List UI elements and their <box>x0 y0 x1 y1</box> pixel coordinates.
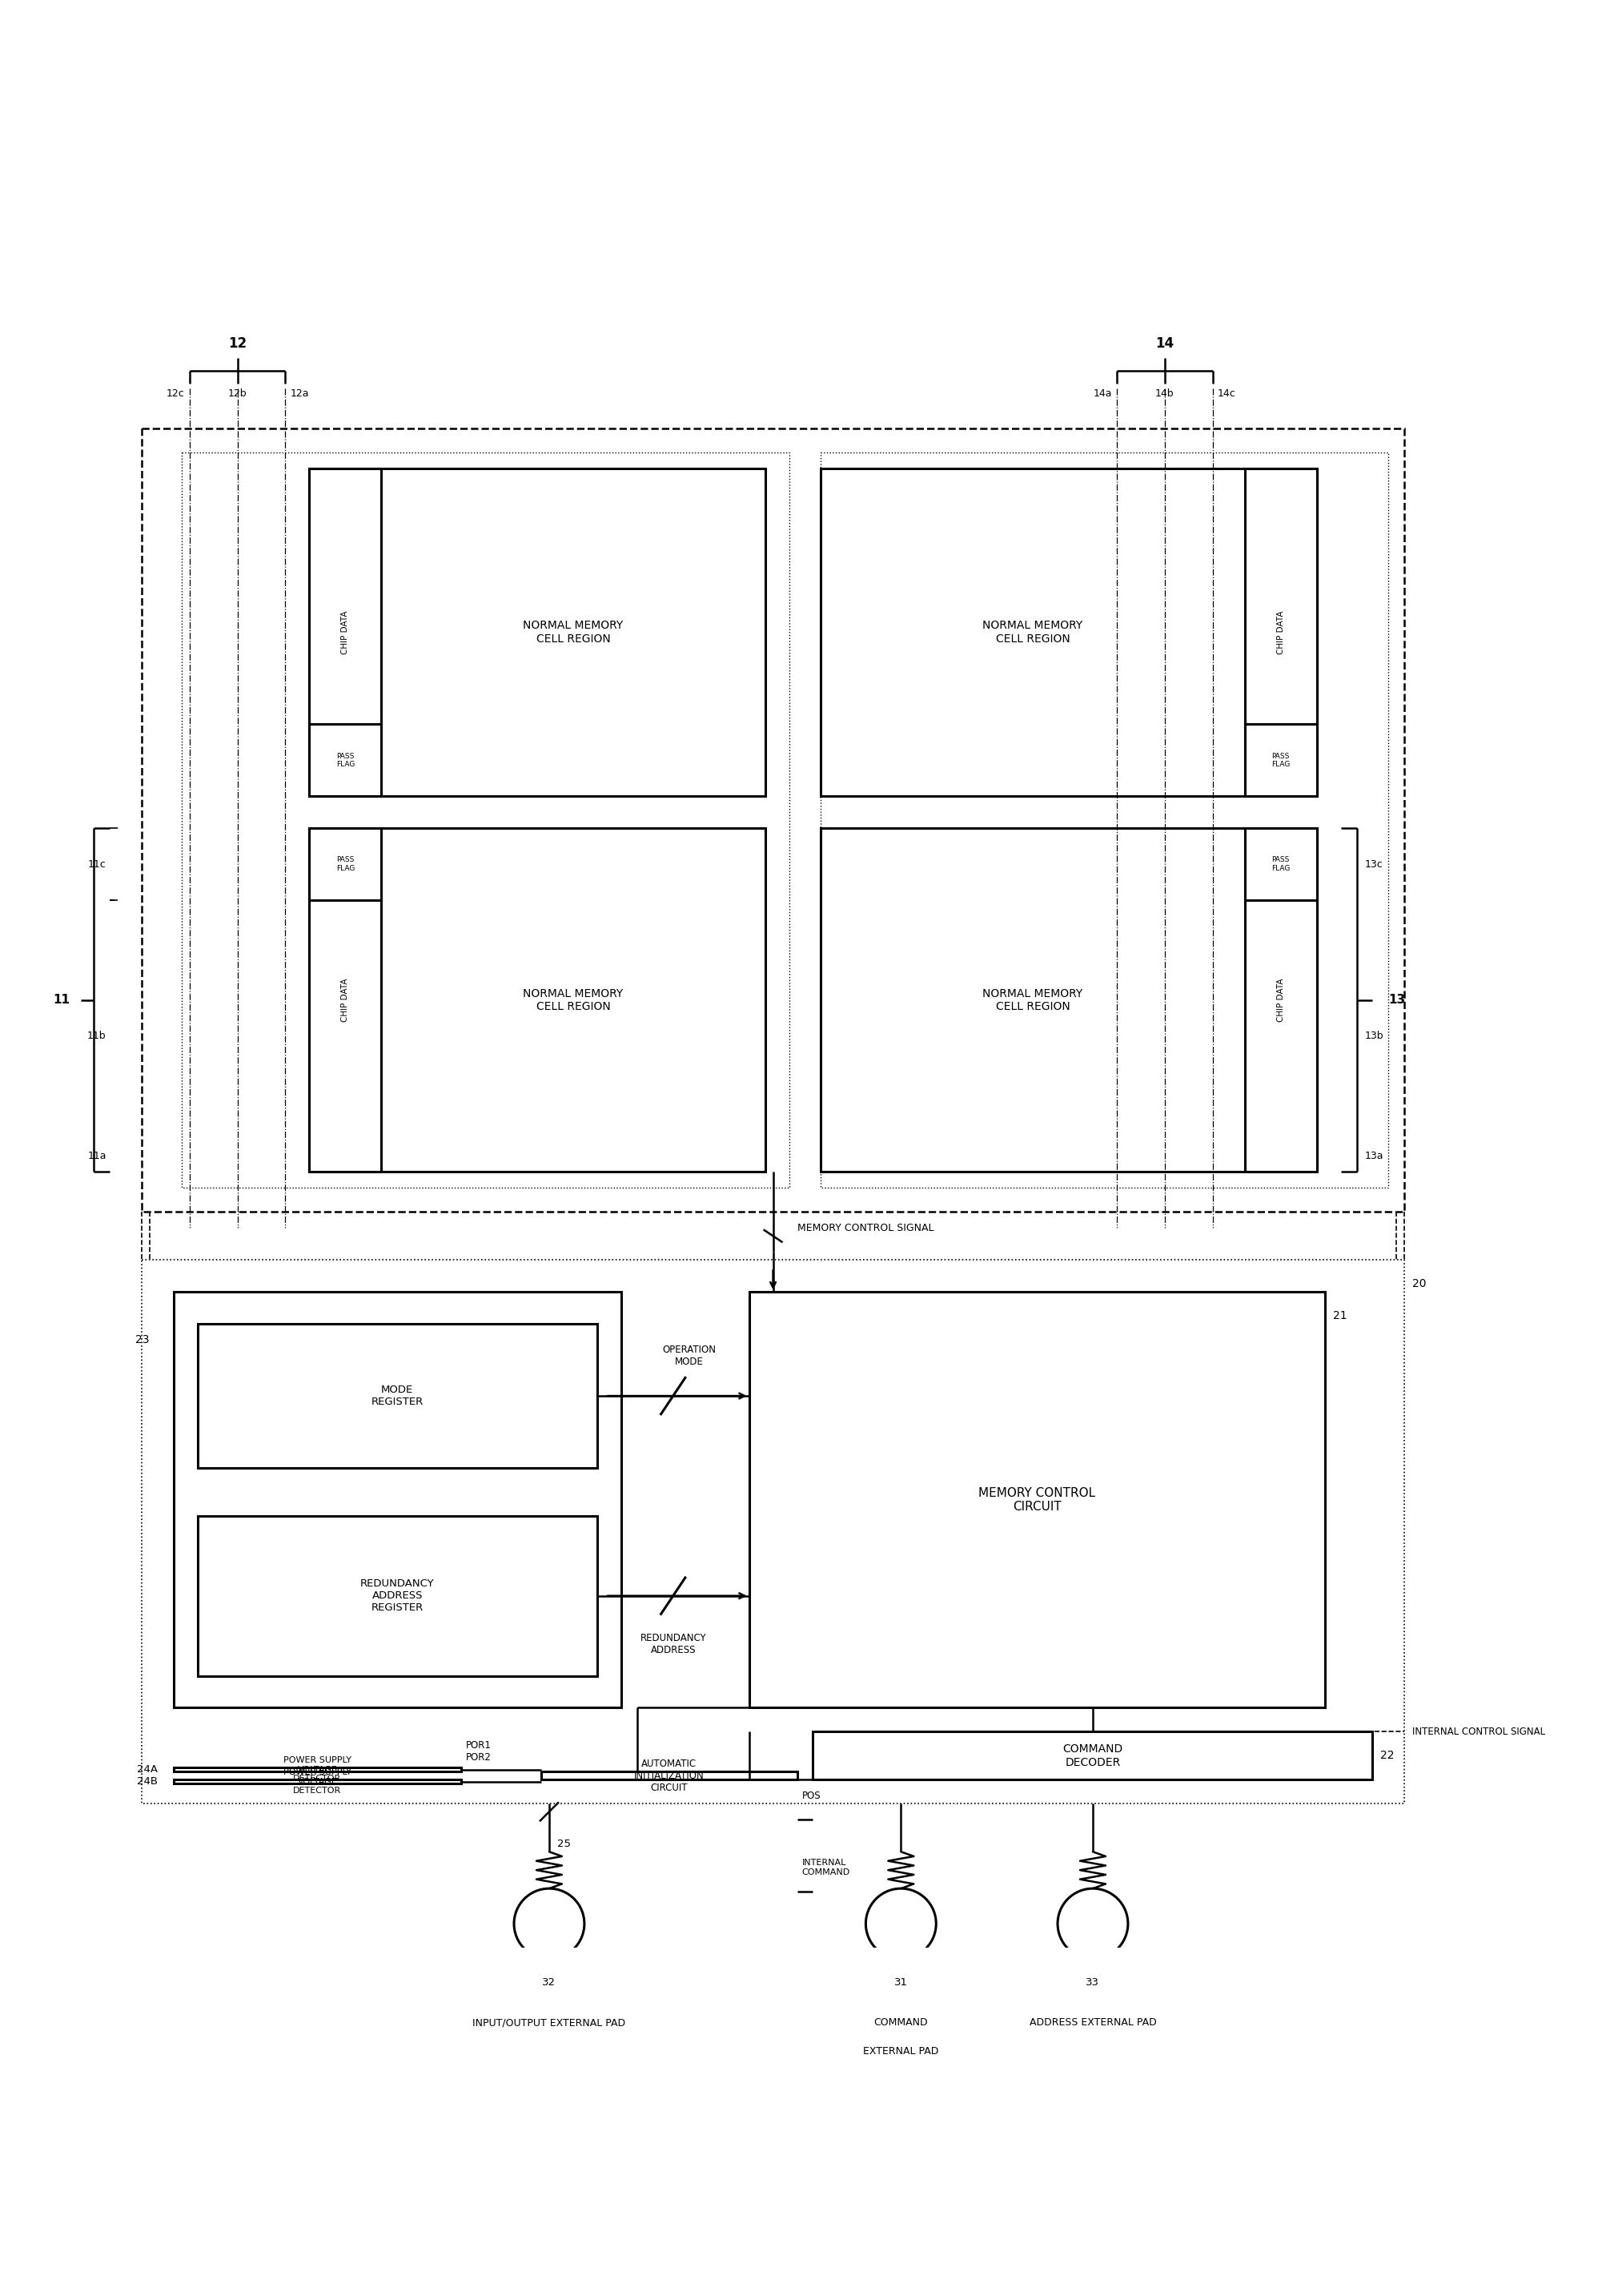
Text: 14: 14 <box>1156 335 1174 351</box>
Text: POR2: POR2 <box>465 1752 491 1763</box>
Bar <box>821 829 1317 1171</box>
Text: 12: 12 <box>229 335 246 351</box>
Bar <box>142 429 1404 1212</box>
Text: PASS
FLAG: PASS FLAG <box>336 753 354 767</box>
Text: 31: 31 <box>894 1977 908 1988</box>
Text: OPERATION
MODE: OPERATION MODE <box>662 1345 716 1366</box>
Text: MODE
REGISTER: MODE REGISTER <box>372 1384 423 1407</box>
Text: 12c: 12c <box>166 388 185 400</box>
Text: 13: 13 <box>1388 994 1406 1006</box>
Text: NORMAL MEMORY
CELL REGION: NORMAL MEMORY CELL REGION <box>523 987 623 1013</box>
Text: PASS
FLAG: PASS FLAG <box>1272 856 1290 872</box>
Text: COMMAND: COMMAND <box>874 2018 927 2027</box>
Bar <box>309 829 382 900</box>
Text: CHIP DATA: CHIP DATA <box>341 978 349 1022</box>
Bar <box>198 1515 597 1676</box>
Text: 24B: 24B <box>137 1777 158 1786</box>
Bar <box>1245 829 1317 900</box>
Text: CHIP DATA: CHIP DATA <box>1277 978 1285 1022</box>
Text: 33: 33 <box>1087 1977 1100 1988</box>
Bar <box>309 468 382 797</box>
Text: NORMAL MEMORY
CELL REGION: NORMAL MEMORY CELL REGION <box>523 620 623 645</box>
Text: AUTOMATIC
INITIALIZATION
CIRCUIT: AUTOMATIC INITIALIZATION CIRCUIT <box>634 1759 704 1793</box>
Bar <box>1245 468 1317 797</box>
Bar <box>309 829 765 1171</box>
Text: POWER SUPPLY
VOLTAGE
DETECTOR: POWER SUPPLY VOLTAGE DETECTOR <box>283 1756 351 1784</box>
Text: 13a: 13a <box>1365 1150 1383 1162</box>
Text: CHIP DATA: CHIP DATA <box>1277 611 1285 654</box>
Bar <box>1245 723 1317 797</box>
Text: MEMORY CONTROL
CIRCUIT: MEMORY CONTROL CIRCUIT <box>979 1488 1095 1513</box>
Bar <box>309 468 765 797</box>
Bar <box>174 1779 460 1784</box>
Text: POWER SUPPLY
VOLTAGE
DETECTOR: POWER SUPPLY VOLTAGE DETECTOR <box>283 1768 351 1795</box>
Text: INTERNAL CONTROL SIGNAL: INTERNAL CONTROL SIGNAL <box>1412 1727 1546 1738</box>
Text: REDUNDANCY
ADDRESS: REDUNDANCY ADDRESS <box>641 1632 707 1655</box>
Text: CHIP DATA: CHIP DATA <box>341 611 349 654</box>
Text: MEMORY CONTROL SIGNAL: MEMORY CONTROL SIGNAL <box>797 1224 934 1233</box>
Bar <box>309 723 382 797</box>
Text: 20: 20 <box>1412 1279 1426 1290</box>
Text: POS: POS <box>802 1791 821 1800</box>
Text: 12b: 12b <box>229 388 246 400</box>
Text: 21: 21 <box>1333 1311 1346 1322</box>
Text: COMMAND
DECODER: COMMAND DECODER <box>1063 1743 1122 1768</box>
Bar <box>821 468 1317 797</box>
Text: NORMAL MEMORY
CELL REGION: NORMAL MEMORY CELL REGION <box>982 987 1084 1013</box>
Text: 11c: 11c <box>89 859 106 870</box>
Text: POR1: POR1 <box>465 1740 491 1752</box>
Text: 13b: 13b <box>1365 1031 1383 1042</box>
Bar <box>174 1293 621 1708</box>
Bar <box>821 452 1388 1187</box>
Bar <box>174 1768 460 1773</box>
Text: PASS
FLAG: PASS FLAG <box>336 856 354 872</box>
Text: 11b: 11b <box>87 1031 106 1042</box>
Text: INTERNAL
COMMAND: INTERNAL COMMAND <box>802 1860 850 1876</box>
Text: 23: 23 <box>135 1334 150 1345</box>
Text: 24A: 24A <box>137 1766 158 1775</box>
Text: 14b: 14b <box>1156 388 1174 400</box>
Bar <box>1245 829 1317 1171</box>
Text: PASS
FLAG: PASS FLAG <box>1272 753 1290 767</box>
Text: 25: 25 <box>557 1839 572 1848</box>
Bar <box>541 1773 797 1779</box>
Text: 11: 11 <box>53 994 69 1006</box>
Bar <box>182 452 789 1187</box>
Bar <box>198 1325 597 1467</box>
Text: 12a: 12a <box>290 388 309 400</box>
Bar <box>142 1261 1404 1805</box>
Text: 14c: 14c <box>1217 388 1236 400</box>
Bar <box>309 829 382 1171</box>
Text: 22: 22 <box>1381 1750 1394 1761</box>
Bar <box>749 1293 1325 1708</box>
Text: EXTERNAL PAD: EXTERNAL PAD <box>863 2046 939 2057</box>
Text: 32: 32 <box>543 1977 555 1988</box>
Text: REDUNDANCY
ADDRESS
REGISTER: REDUNDANCY ADDRESS REGISTER <box>361 1580 435 1614</box>
Text: 13c: 13c <box>1365 859 1383 870</box>
Text: INPUT/OUTPUT EXTERNAL PAD: INPUT/OUTPUT EXTERNAL PAD <box>473 2018 626 2027</box>
Text: ADDRESS EXTERNAL PAD: ADDRESS EXTERNAL PAD <box>1029 2018 1156 2027</box>
Bar <box>813 1731 1373 1779</box>
Text: NORMAL MEMORY
CELL REGION: NORMAL MEMORY CELL REGION <box>982 620 1084 645</box>
Text: 11a: 11a <box>87 1150 106 1162</box>
Text: 14a: 14a <box>1093 388 1113 400</box>
